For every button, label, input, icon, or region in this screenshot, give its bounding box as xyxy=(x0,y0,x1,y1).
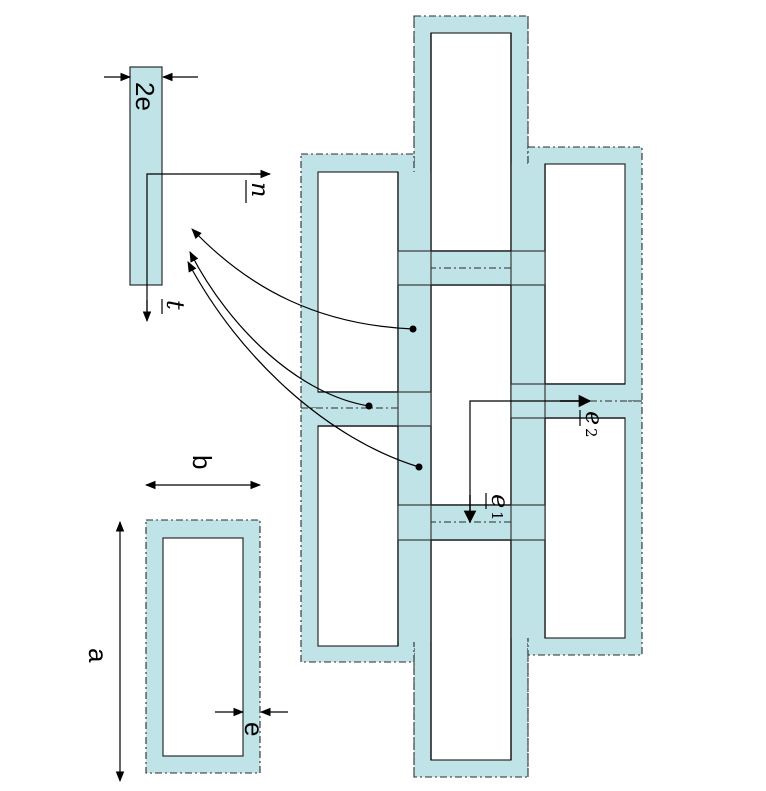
wall-width-label: 2e xyxy=(130,82,160,111)
dimension-b-label: b xyxy=(187,455,217,469)
pointer-arrows xyxy=(187,228,423,471)
basis-e1-label: e xyxy=(486,494,514,508)
wall-section xyxy=(129,66,163,286)
local-axes xyxy=(146,173,270,318)
lattice-left-column xyxy=(300,153,415,663)
tangent-vector-label: t xyxy=(161,300,189,310)
basis-e1-index: 1 xyxy=(488,511,506,521)
dimension-a-label: a xyxy=(83,648,113,663)
basis-e2-index: 2 xyxy=(582,428,600,438)
thickness-label: e xyxy=(239,722,269,736)
normal-vector-label: n xyxy=(246,182,274,197)
basis-e2-label: e xyxy=(580,411,608,425)
unit-cell xyxy=(145,519,261,774)
lattice-right-column xyxy=(527,146,643,656)
lattice-middle-column xyxy=(413,15,529,778)
basis-axes xyxy=(469,400,588,520)
